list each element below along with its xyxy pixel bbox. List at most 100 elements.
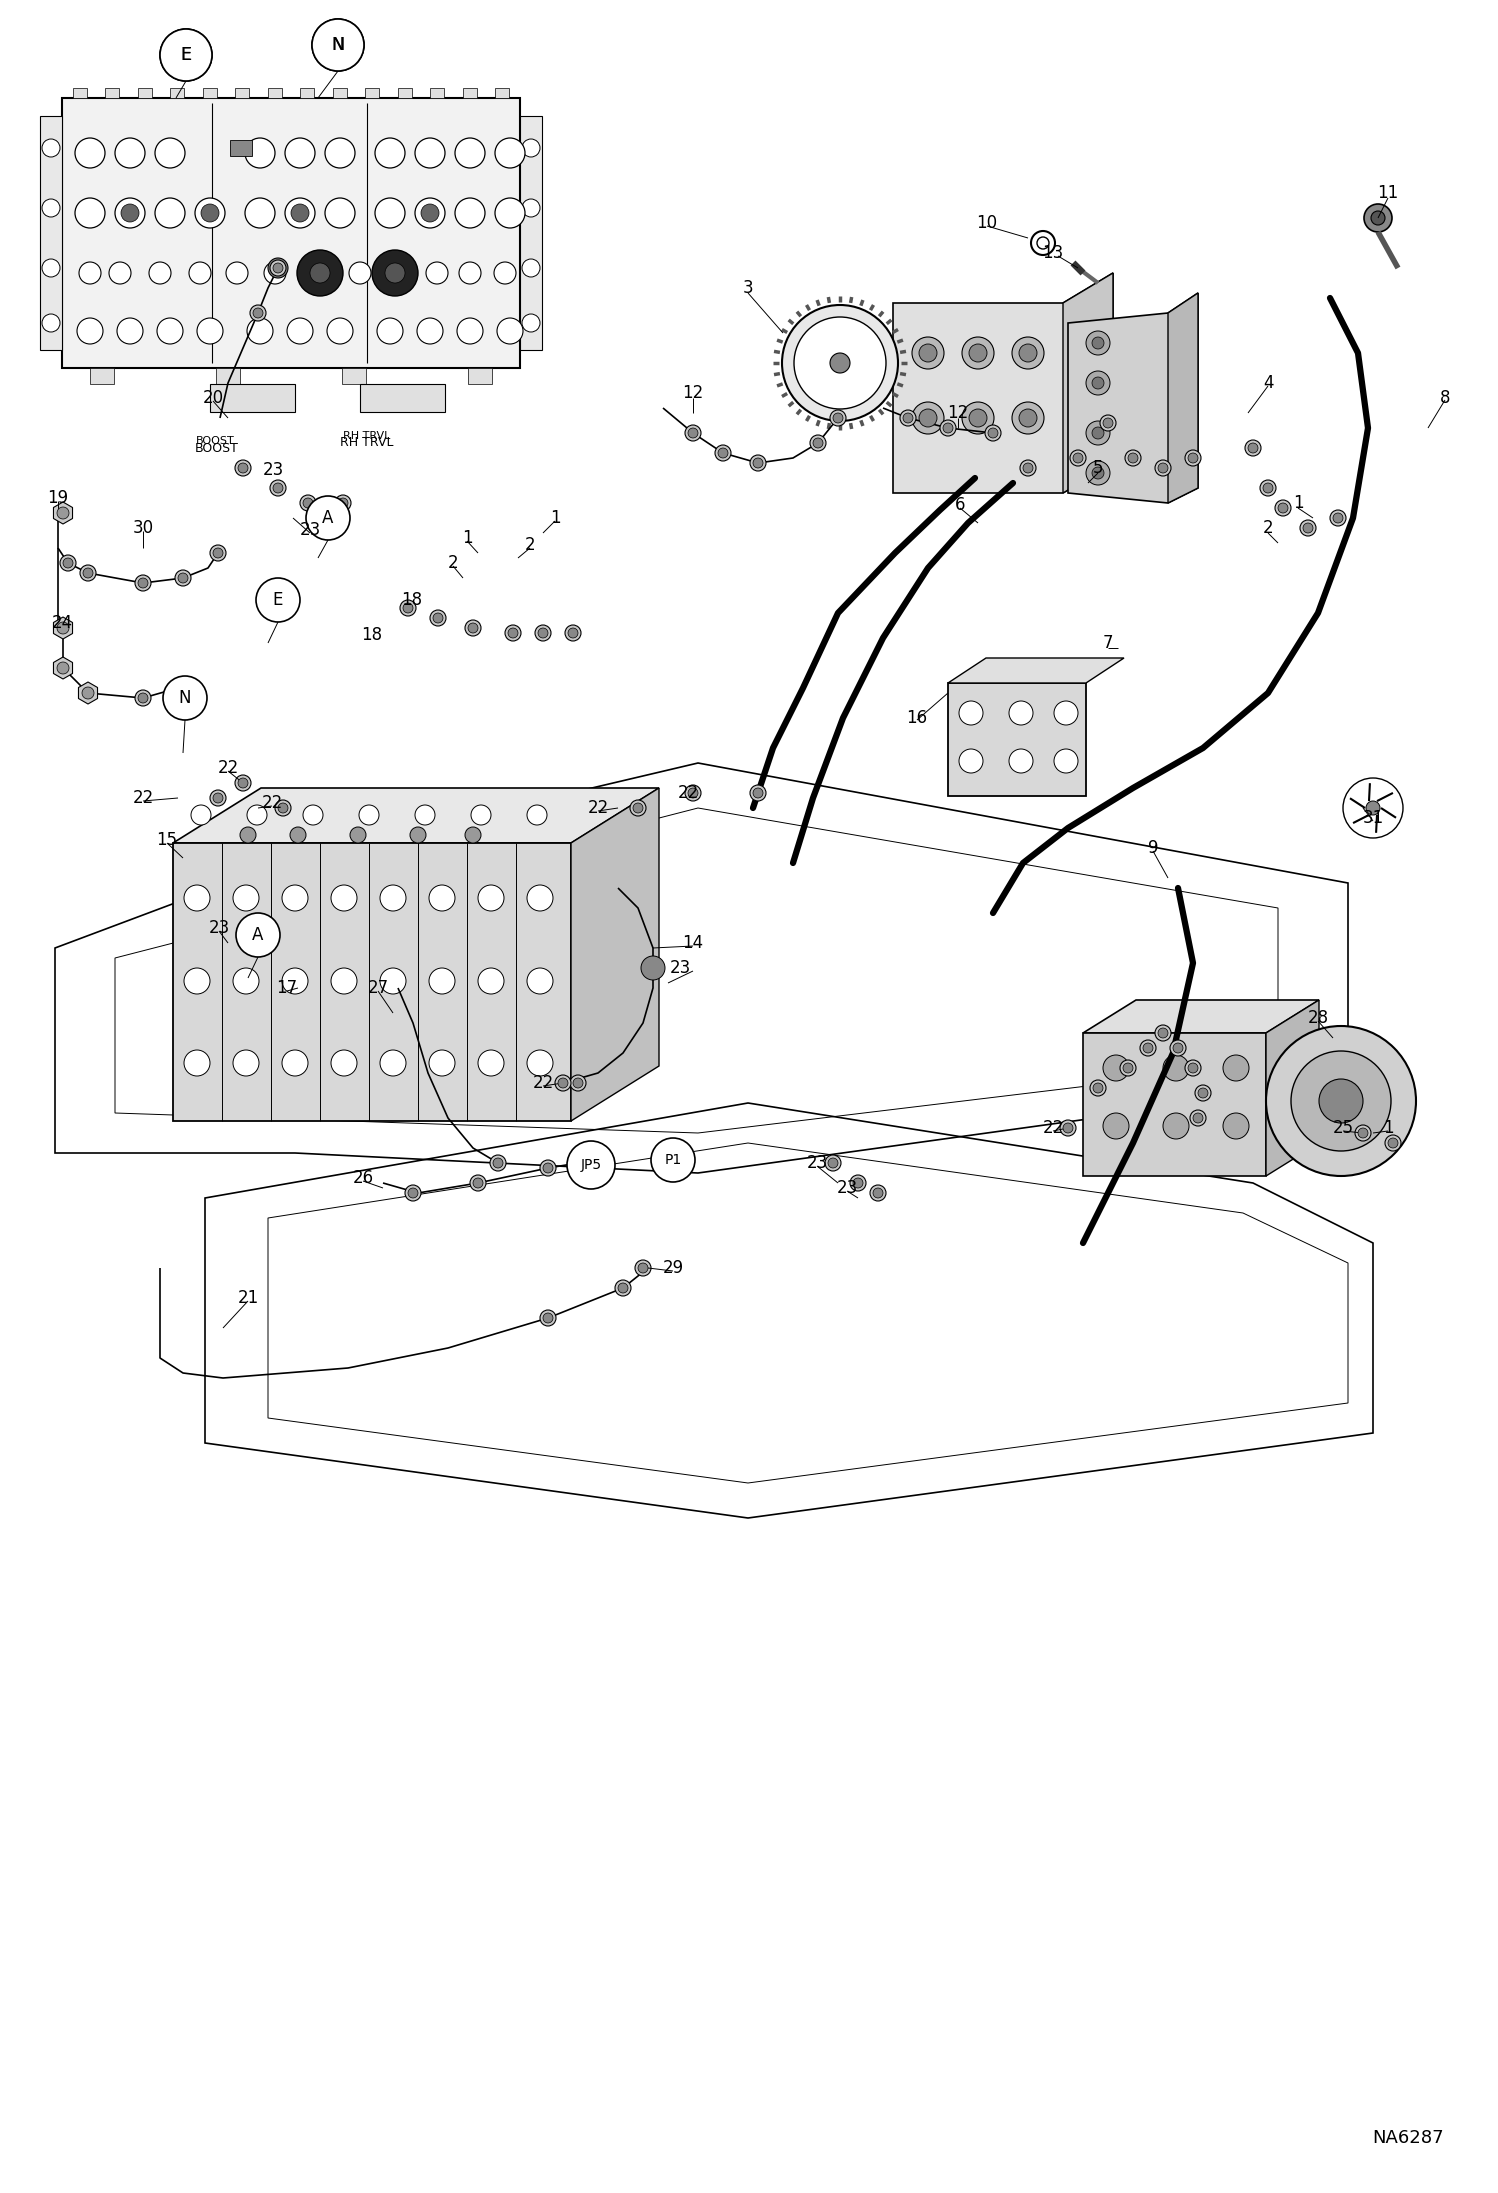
Circle shape [238, 779, 249, 787]
Circle shape [565, 625, 581, 640]
Circle shape [571, 1156, 586, 1171]
Polygon shape [54, 658, 72, 680]
Text: 22: 22 [587, 798, 608, 818]
Circle shape [1356, 1125, 1371, 1140]
Text: 1: 1 [550, 509, 560, 526]
Circle shape [969, 410, 987, 428]
Circle shape [246, 197, 276, 228]
Text: BOOST: BOOST [196, 436, 234, 445]
Circle shape [1333, 513, 1344, 522]
Circle shape [82, 568, 93, 579]
Circle shape [172, 682, 183, 693]
Circle shape [256, 579, 300, 623]
Circle shape [1222, 1055, 1249, 1081]
Circle shape [1185, 1059, 1201, 1077]
Text: 28: 28 [1308, 1009, 1329, 1026]
Circle shape [234, 1050, 259, 1077]
Circle shape [1086, 421, 1110, 445]
Circle shape [631, 800, 646, 816]
Text: 22: 22 [261, 794, 283, 811]
Circle shape [285, 197, 315, 228]
Circle shape [210, 546, 226, 561]
Bar [366, 88, 379, 99]
Circle shape [154, 197, 184, 228]
Circle shape [268, 259, 288, 279]
Circle shape [794, 318, 885, 410]
Circle shape [1291, 1050, 1392, 1151]
Circle shape [1189, 1110, 1206, 1125]
Circle shape [374, 197, 404, 228]
Polygon shape [948, 658, 1124, 682]
Circle shape [962, 401, 995, 434]
Bar [216, 368, 240, 384]
Text: 30: 30 [132, 520, 154, 537]
Circle shape [455, 197, 485, 228]
Bar [90, 368, 114, 384]
Circle shape [542, 1314, 553, 1322]
Circle shape [1195, 1086, 1210, 1101]
Circle shape [339, 498, 348, 509]
Circle shape [828, 1158, 837, 1169]
Circle shape [539, 1309, 556, 1327]
Circle shape [273, 263, 283, 272]
Circle shape [1092, 428, 1104, 439]
Circle shape [1158, 1029, 1168, 1037]
Circle shape [327, 318, 354, 344]
Text: 21: 21 [237, 1289, 259, 1307]
Circle shape [210, 789, 226, 807]
Circle shape [213, 548, 223, 557]
Circle shape [635, 1261, 652, 1276]
Circle shape [42, 138, 60, 158]
Circle shape [813, 439, 822, 447]
Circle shape [508, 627, 518, 638]
Bar [463, 88, 476, 99]
Circle shape [331, 967, 357, 993]
Circle shape [1092, 377, 1104, 388]
Circle shape [538, 627, 548, 638]
Circle shape [1010, 702, 1034, 726]
Circle shape [195, 197, 225, 228]
Text: 1: 1 [461, 529, 472, 546]
Circle shape [57, 507, 69, 520]
Circle shape [473, 1178, 482, 1189]
Circle shape [415, 805, 434, 825]
Circle shape [404, 1184, 421, 1202]
Text: 12: 12 [947, 404, 969, 421]
Circle shape [42, 259, 60, 276]
Text: 25: 25 [1332, 1118, 1354, 1136]
Circle shape [616, 1281, 631, 1296]
Circle shape [282, 886, 309, 910]
Circle shape [1103, 1055, 1129, 1081]
Circle shape [75, 138, 105, 169]
Circle shape [830, 410, 846, 425]
Circle shape [718, 447, 728, 458]
Text: 23: 23 [836, 1180, 858, 1197]
Circle shape [282, 967, 309, 993]
Text: 10: 10 [977, 215, 998, 232]
Circle shape [1222, 1114, 1249, 1138]
Text: 4: 4 [1263, 375, 1273, 393]
Bar [231, 140, 252, 156]
Circle shape [115, 197, 145, 228]
Circle shape [325, 197, 355, 228]
Circle shape [415, 197, 445, 228]
Circle shape [428, 967, 455, 993]
Polygon shape [40, 116, 61, 351]
Bar [300, 88, 315, 99]
Circle shape [383, 261, 406, 285]
Circle shape [557, 1079, 568, 1088]
Circle shape [163, 675, 207, 719]
Circle shape [238, 463, 249, 474]
Circle shape [493, 1158, 503, 1169]
Bar [171, 88, 184, 99]
Circle shape [571, 1075, 586, 1090]
Polygon shape [520, 116, 542, 351]
Circle shape [1173, 1044, 1183, 1053]
Text: 23: 23 [262, 461, 283, 478]
Circle shape [638, 1263, 649, 1272]
Circle shape [312, 20, 364, 70]
Circle shape [425, 261, 448, 285]
Text: 13: 13 [1043, 243, 1064, 261]
Text: 22: 22 [132, 789, 154, 807]
Polygon shape [54, 502, 72, 524]
